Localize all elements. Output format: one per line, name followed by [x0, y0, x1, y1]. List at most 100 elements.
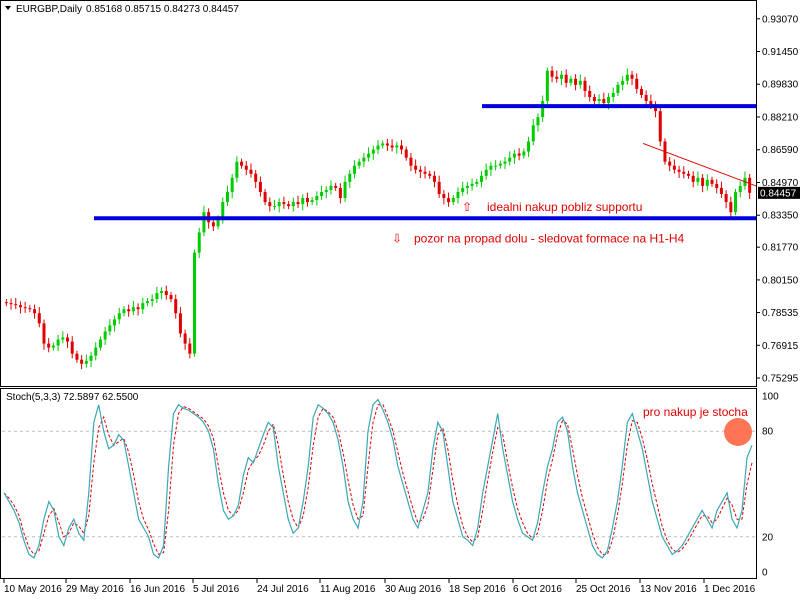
candle-body	[14, 304, 18, 306]
price-tick-label: 0.91450	[762, 47, 799, 58]
stochastic-tick-label: 0	[762, 568, 768, 579]
candle-body	[597, 99, 601, 102]
candle-body	[414, 165, 418, 170]
candle-body	[70, 341, 74, 354]
candle-body	[564, 74, 568, 83]
stochastic-tick-label: 100	[762, 392, 779, 403]
stochastic-note: pro nakup je stocha	[643, 405, 748, 419]
candle-body	[183, 333, 187, 344]
candle-body	[625, 74, 629, 81]
candle-body	[188, 343, 192, 354]
candle-body	[409, 157, 413, 166]
candle-body	[160, 291, 164, 294]
candle-body	[51, 345, 55, 348]
annotation-text: pozor na propad dolu - sledovat formace …	[414, 231, 684, 245]
candle-body	[461, 187, 465, 192]
candle-body	[724, 194, 728, 203]
stochastic-header: Stoch(5,3,3) 72.5897 62.5500	[6, 392, 139, 403]
stochastic-tick-label: 20	[762, 532, 774, 543]
trendline[interactable]	[642, 143, 757, 187]
price-axis: 0.93070 0.91450 0.89830 0.88210 0.86590 0.849…	[756, 14, 799, 385]
price-tick-label: 0.93070	[762, 14, 799, 25]
candle-body	[465, 185, 469, 188]
candle-body	[672, 165, 676, 170]
stochastic-main-line	[3, 398, 753, 559]
candle-body	[559, 74, 563, 79]
candle-body	[37, 313, 41, 324]
stochastic-axis: 100 80 20 0	[762, 392, 779, 579]
candle-body	[555, 76, 559, 79]
candle-body	[451, 198, 455, 203]
candle-body	[315, 196, 319, 201]
candle-body	[98, 339, 102, 348]
candle-body	[296, 202, 300, 205]
candle-body	[404, 149, 408, 158]
candle-body	[273, 206, 277, 208]
candle-body	[122, 309, 126, 314]
candle-body	[197, 232, 201, 253]
candle-body	[178, 313, 182, 334]
candle-body	[668, 161, 672, 166]
candle-body	[719, 187, 723, 194]
candle-body	[28, 308, 32, 310]
candle-body	[531, 125, 535, 142]
candle-body	[4, 302, 8, 304]
candle-body	[33, 309, 37, 314]
candle-body	[301, 198, 305, 205]
candle-body	[503, 161, 507, 164]
candle-body	[592, 96, 596, 102]
candle-body	[423, 171, 427, 174]
date-tick-label: 6 Oct 2016	[513, 584, 562, 595]
price-tick-label: 0.89830	[762, 80, 799, 91]
candle-body	[131, 307, 135, 312]
stochastic-tick-label: 80	[762, 427, 774, 438]
stochastic-levels	[2, 430, 756, 538]
candle-body	[216, 218, 220, 227]
candle-body	[545, 70, 549, 102]
price-tick-label: 0.75295	[762, 374, 799, 385]
candle-body	[324, 189, 328, 192]
candle-body	[729, 202, 733, 213]
price-tick-label: 0.76915	[762, 341, 799, 352]
date-tick-label: 24 Jul 2016	[257, 584, 309, 595]
candle-body	[80, 359, 84, 364]
candle-body	[479, 175, 483, 182]
candle-body	[498, 163, 502, 166]
candle-body	[621, 80, 625, 85]
candle-body	[494, 165, 498, 167]
candle-body	[508, 157, 512, 162]
candle-body	[677, 169, 681, 172]
candle-body	[211, 222, 215, 227]
price-tick-label: 0.84970	[762, 178, 799, 189]
candle-body	[249, 169, 253, 174]
candle-body	[696, 177, 700, 182]
stochastic-highlight-marker	[724, 418, 752, 446]
candle-body	[155, 293, 159, 300]
candle-body	[738, 185, 742, 192]
date-tick-label: 16 Jun 2016	[130, 584, 185, 595]
candle-body	[550, 70, 554, 77]
candle-body	[705, 179, 709, 186]
date-tick-label: 25 Oct 2016	[576, 584, 631, 595]
candle-body	[682, 171, 686, 174]
candle-body	[701, 177, 705, 186]
candle-body	[536, 117, 540, 126]
candle-body	[174, 299, 178, 314]
candle-body	[127, 309, 131, 312]
candle-body	[47, 343, 51, 348]
candle-body	[616, 84, 620, 93]
candle-body	[578, 80, 582, 85]
down-arrow-icon: ⇩	[392, 231, 402, 245]
symbol-header: EURGBP,Daily	[16, 4, 82, 15]
candle-body	[287, 204, 291, 207]
candle-body	[61, 337, 65, 340]
candle-body	[649, 101, 653, 106]
candlesticks	[4, 66, 752, 370]
candle-body	[395, 145, 399, 148]
ohlc-header: 0.85168 0.85715 0.84273 0.84457	[86, 4, 239, 15]
main-chart-frame	[0, 0, 757, 387]
candle-body	[136, 307, 140, 310]
collapse-triangle-icon[interactable]	[5, 6, 11, 10]
candle-body	[686, 173, 690, 176]
